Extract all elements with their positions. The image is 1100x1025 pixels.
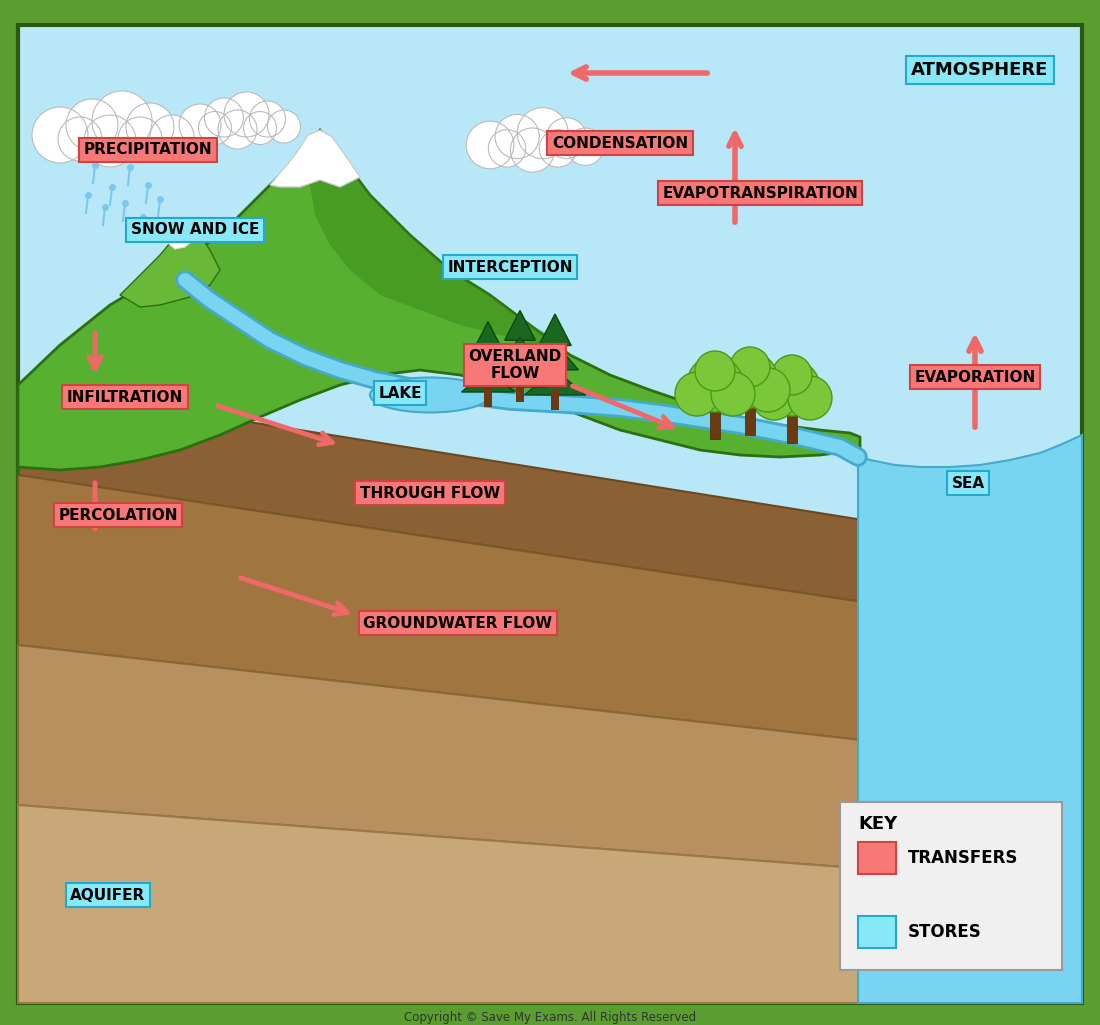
Polygon shape	[531, 342, 579, 370]
Text: PERCOLATION: PERCOLATION	[58, 507, 178, 523]
Polygon shape	[308, 130, 560, 345]
Text: PRECIPITATION: PRECIPITATION	[84, 142, 212, 158]
Text: STORES: STORES	[908, 922, 981, 941]
Text: EVAPOTRANSPIRATION: EVAPOTRANSPIRATION	[662, 186, 858, 201]
Polygon shape	[18, 645, 1082, 885]
Circle shape	[746, 368, 790, 412]
Circle shape	[488, 130, 526, 167]
Text: AQUIFER: AQUIFER	[70, 888, 145, 902]
Circle shape	[495, 115, 539, 159]
Circle shape	[752, 376, 796, 420]
Circle shape	[539, 130, 576, 167]
Circle shape	[510, 128, 554, 172]
Bar	[786, 403, 798, 443]
Text: GROUNDWATER FLOW: GROUNDWATER FLOW	[363, 615, 552, 630]
Text: INFILTRATION: INFILTRATION	[67, 390, 183, 405]
Circle shape	[224, 92, 270, 137]
Circle shape	[218, 110, 257, 149]
Text: SEA: SEA	[952, 476, 984, 491]
Circle shape	[205, 98, 243, 137]
Circle shape	[722, 352, 778, 408]
Text: INTERCEPTION: INTERCEPTION	[448, 259, 573, 275]
Circle shape	[243, 112, 276, 145]
Circle shape	[546, 118, 587, 159]
Circle shape	[84, 115, 136, 167]
Polygon shape	[468, 346, 508, 370]
Polygon shape	[18, 805, 1082, 1003]
Circle shape	[788, 376, 832, 420]
Circle shape	[250, 101, 286, 137]
Text: ATMOSPHERE: ATMOSPHERE	[911, 62, 1048, 79]
Bar	[484, 387, 492, 407]
Text: Copyright © Save My Exams. All Rights Reserved: Copyright © Save My Exams. All Rights Re…	[404, 1011, 696, 1024]
Text: KEY: KEY	[858, 815, 898, 833]
Text: TRANSFERS: TRANSFERS	[908, 849, 1019, 867]
Polygon shape	[18, 130, 860, 475]
Polygon shape	[270, 130, 360, 187]
Polygon shape	[18, 385, 1082, 636]
FancyBboxPatch shape	[18, 25, 1082, 1003]
Polygon shape	[18, 475, 1082, 765]
Circle shape	[198, 112, 231, 145]
Circle shape	[66, 99, 118, 151]
Polygon shape	[498, 337, 542, 363]
Text: OVERLAND
FLOW: OVERLAND FLOW	[469, 348, 562, 381]
Ellipse shape	[370, 377, 490, 412]
Polygon shape	[168, 229, 192, 249]
Bar	[516, 382, 524, 402]
Polygon shape	[120, 226, 220, 308]
Text: LAKE: LAKE	[378, 385, 421, 401]
Circle shape	[150, 115, 194, 159]
Circle shape	[118, 117, 162, 161]
Circle shape	[179, 104, 221, 146]
Polygon shape	[474, 322, 502, 350]
Circle shape	[58, 117, 102, 161]
Bar	[551, 390, 559, 410]
FancyBboxPatch shape	[840, 802, 1062, 970]
FancyBboxPatch shape	[858, 916, 896, 948]
Polygon shape	[858, 435, 1082, 1003]
Text: SNOW AND ICE: SNOW AND ICE	[131, 222, 260, 238]
Polygon shape	[505, 311, 536, 340]
Circle shape	[126, 102, 174, 151]
Circle shape	[517, 108, 569, 159]
Circle shape	[32, 107, 88, 163]
Circle shape	[730, 347, 770, 387]
Circle shape	[772, 355, 812, 395]
Circle shape	[267, 110, 300, 144]
Polygon shape	[462, 370, 515, 392]
Polygon shape	[539, 314, 571, 345]
Polygon shape	[491, 363, 549, 387]
Circle shape	[92, 91, 152, 151]
Circle shape	[688, 356, 742, 412]
Circle shape	[764, 360, 820, 416]
FancyBboxPatch shape	[858, 842, 896, 874]
Circle shape	[695, 351, 735, 391]
Bar	[745, 395, 755, 435]
Text: THROUGH FLOW: THROUGH FLOW	[360, 486, 500, 500]
Circle shape	[710, 368, 754, 412]
Circle shape	[566, 128, 604, 165]
Circle shape	[675, 372, 719, 416]
Text: CONDENSATION: CONDENSATION	[552, 135, 689, 151]
Bar	[710, 399, 720, 439]
Circle shape	[466, 121, 514, 169]
Polygon shape	[525, 370, 585, 395]
Circle shape	[711, 372, 755, 416]
Text: EVAPORATION: EVAPORATION	[914, 369, 1035, 384]
